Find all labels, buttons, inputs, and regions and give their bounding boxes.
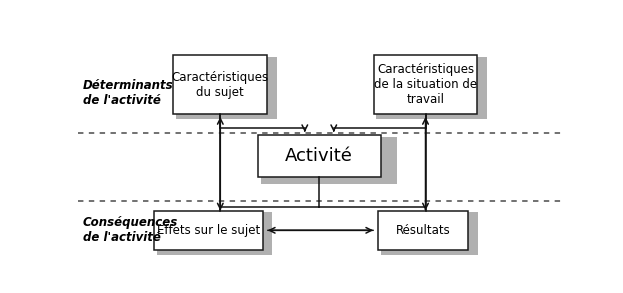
Bar xyxy=(378,211,468,250)
Bar xyxy=(374,55,477,114)
Bar xyxy=(381,212,478,255)
Bar xyxy=(173,55,267,114)
Text: Conséquences
de l'activité: Conséquences de l'activité xyxy=(83,216,178,244)
Bar xyxy=(376,57,487,119)
Bar xyxy=(262,137,397,184)
Bar xyxy=(154,211,262,250)
Text: Activité: Activité xyxy=(285,147,353,165)
Text: Caractéristiques
du sujet: Caractéristiques du sujet xyxy=(172,71,269,99)
Text: Résultats: Résultats xyxy=(396,224,450,237)
Bar xyxy=(258,135,381,177)
Text: Déterminants
de l'activité: Déterminants de l'activité xyxy=(83,79,173,107)
Text: Effets sur le sujet: Effets sur le sujet xyxy=(156,224,260,237)
Bar xyxy=(176,57,277,119)
Text: Caractéristiques
de la situation de
travail: Caractéristiques de la situation de trav… xyxy=(374,63,477,106)
Bar xyxy=(156,212,272,255)
